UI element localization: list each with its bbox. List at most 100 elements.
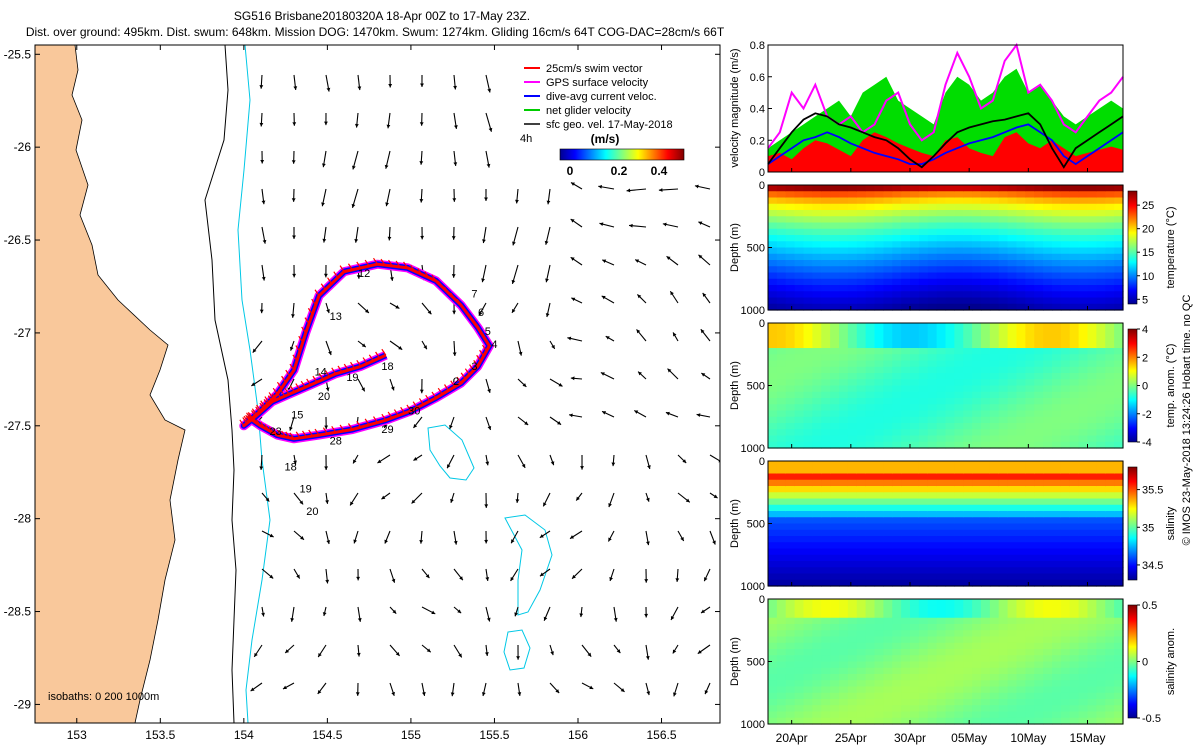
vector-arrow xyxy=(484,188,488,202)
colorbar-tick-label: 5 xyxy=(1142,294,1148,306)
section-colorbar xyxy=(1127,190,1138,305)
track-day-label: 15 xyxy=(291,409,303,421)
vector-arrow xyxy=(453,112,458,129)
vector-arrow xyxy=(485,606,491,622)
colorbar-tick-label: 34.5 xyxy=(1142,560,1163,572)
swim-vector xyxy=(368,354,374,362)
vector-arrow xyxy=(453,530,458,545)
colorbar-tick-label: -2 xyxy=(1142,409,1152,421)
vector-arrow xyxy=(384,150,391,169)
vector-arrow xyxy=(517,454,526,469)
swim-vector xyxy=(314,289,320,297)
swim-vector xyxy=(295,383,301,390)
vector-arrow xyxy=(389,568,396,583)
swim-vector xyxy=(339,265,345,272)
time-tick-label: 20Apr xyxy=(776,731,808,745)
swim-vector xyxy=(320,283,326,291)
swim-vector xyxy=(412,401,418,409)
vector-arrow xyxy=(581,644,592,657)
vector-arrow xyxy=(575,492,583,501)
vector-arrow xyxy=(677,492,691,503)
vector-arrow xyxy=(351,188,359,208)
vector-arrow xyxy=(709,492,718,499)
swim-vector xyxy=(456,298,462,306)
vector-arrow xyxy=(675,568,680,582)
vector-arrow xyxy=(389,682,395,697)
vector-arrow xyxy=(571,568,583,580)
swim-vector xyxy=(318,373,324,380)
map-frame xyxy=(34,44,721,724)
vector-arrow xyxy=(672,332,679,342)
colorbar-tick-label: 2 xyxy=(1142,352,1148,364)
vector-arrow xyxy=(355,682,360,696)
vector-arrow xyxy=(484,492,489,508)
velocity-panel: 0 0.2 0.4 0.6 0.8 velocity magnitude (m/s) xyxy=(729,40,1124,179)
vector-arrow xyxy=(324,454,329,470)
swim-vector xyxy=(267,395,273,402)
track-day-label: 6 xyxy=(478,307,484,319)
vector-arrow xyxy=(478,302,487,316)
vector-arrow xyxy=(357,302,370,314)
vector-arrow xyxy=(645,530,650,546)
swim-vector xyxy=(464,309,470,317)
swim-vector xyxy=(400,406,406,414)
track-day-label: 4 xyxy=(491,339,497,351)
vector-arrow xyxy=(701,372,711,380)
vector-arrow xyxy=(282,682,295,690)
section-ytick-label: 500 xyxy=(747,381,765,393)
vector-arrow xyxy=(571,297,583,304)
vector-arrow xyxy=(420,226,425,240)
vector-arrow xyxy=(485,150,491,168)
swim-vector xyxy=(425,394,431,402)
swim-vector xyxy=(276,429,282,437)
vector-arrow xyxy=(658,188,679,192)
swim-vector xyxy=(364,259,370,267)
swim-vector xyxy=(469,315,475,323)
swim-vector xyxy=(256,404,262,412)
vector-arrow xyxy=(512,226,519,246)
swim-vector xyxy=(276,391,282,399)
vector-arrow xyxy=(484,644,489,656)
legend-sfc: sfc geo. vel. 17-May-2018 xyxy=(546,119,673,131)
vector-arrow xyxy=(485,568,490,581)
vector-arrow xyxy=(546,188,551,205)
vector-arrow xyxy=(453,606,462,614)
swim-vector xyxy=(406,404,412,412)
colorbar-tick-1: 0.2 xyxy=(611,164,628,178)
swim-vector xyxy=(280,389,286,397)
swim-vector xyxy=(479,349,485,357)
figure-subtitle: Dist. over ground: 495km. Dist. swum: 64… xyxy=(26,25,725,39)
legend-4h: 4h xyxy=(520,133,532,145)
vector-arrow xyxy=(601,295,615,304)
swim-vector xyxy=(251,408,257,415)
vector-arrow xyxy=(385,188,391,207)
section-ytick-label: 0 xyxy=(759,594,765,606)
figure-title: SG516 Brisbane20180320A 18-Apr 00Z to 17… xyxy=(234,9,530,23)
map-xtick-label: 156 xyxy=(568,728,588,742)
vector-arrow xyxy=(261,188,266,205)
isobath-seamount-1 xyxy=(427,424,475,481)
vector-arrow xyxy=(389,606,397,614)
map-ytick-label: -25.5 xyxy=(4,47,32,61)
map-colorbar xyxy=(559,148,685,161)
colorbar-tick-label: 10 xyxy=(1142,271,1154,283)
vector-arrow xyxy=(290,606,295,622)
vector-arrow xyxy=(261,492,270,502)
vector-arrow xyxy=(634,409,647,418)
vector-arrow xyxy=(613,644,621,654)
swim-vector xyxy=(347,423,353,430)
vector-arrow xyxy=(602,259,615,266)
vector-arrow xyxy=(569,530,583,540)
section-temperature: 0 500 1000 Depth (m) 5 10 15 20 25 temperature (°… xyxy=(729,180,1177,317)
vector-arrow xyxy=(451,264,456,278)
vector-arrow xyxy=(515,492,520,503)
section-ytick-label: 1000 xyxy=(741,719,765,731)
section-ytick-label: 500 xyxy=(747,519,765,531)
swim-vector xyxy=(304,317,310,324)
vector-arrow xyxy=(704,682,711,695)
vector-arrow xyxy=(628,223,647,228)
swim-vector xyxy=(259,402,265,410)
track-day-label: 19 xyxy=(300,484,312,496)
swim-vector xyxy=(387,411,393,419)
